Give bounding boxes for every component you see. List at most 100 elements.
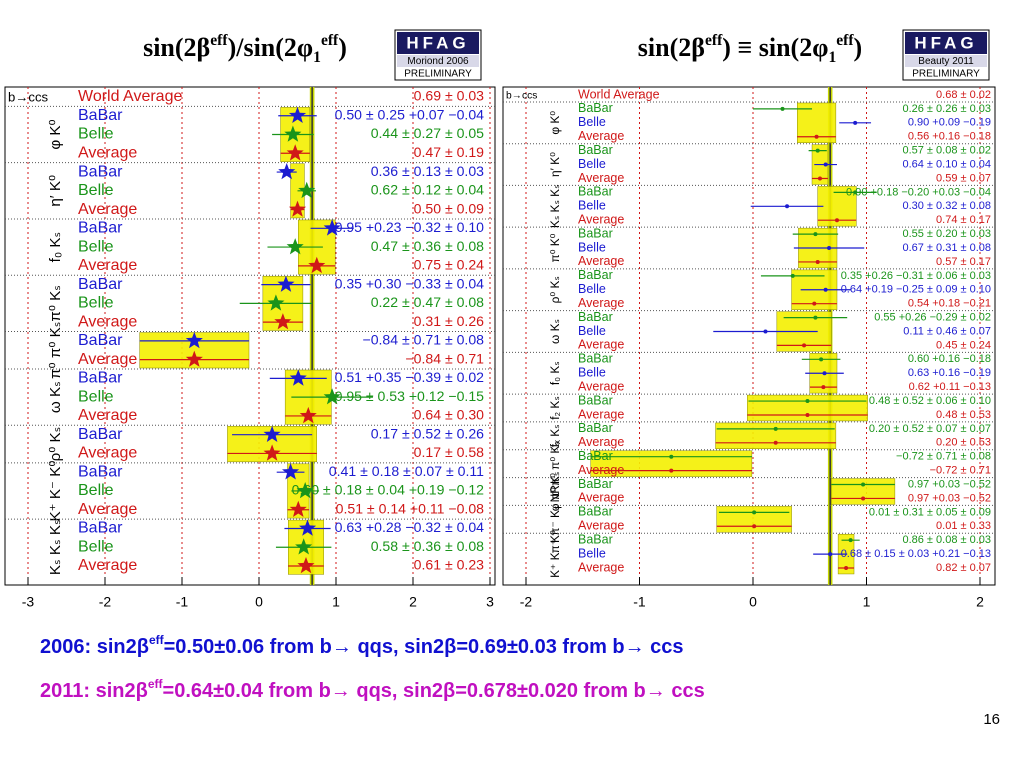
value-label: 0.62 +0.11 −0.13 xyxy=(909,381,991,393)
value-label: 0.64 +0.19 −0.25 ± 0.09 ± 0.10 xyxy=(841,284,991,296)
marker xyxy=(805,412,810,417)
x-tick-label: -2 xyxy=(520,594,533,610)
group-label: Kₛ Kₛ Kₛ xyxy=(548,184,562,228)
superscript: eff xyxy=(321,32,339,49)
value-label: −0.72 ± 0.71 xyxy=(930,465,991,477)
value-label: 0.97 +0.03 −0.52 xyxy=(908,478,991,490)
marker xyxy=(861,482,866,487)
marker xyxy=(288,106,307,123)
marker xyxy=(296,482,314,499)
x-tick-label: -1 xyxy=(176,594,189,610)
marker xyxy=(821,385,826,390)
value-label: −0.84 ± 0.71 xyxy=(405,350,484,366)
row-name: Belle xyxy=(578,366,606,380)
value-label: 0.35 +0.30 −0.33 ± 0.04 xyxy=(335,275,485,291)
x-tick-label: 1 xyxy=(332,594,340,610)
row-name: Average xyxy=(578,338,624,352)
row-name: Belle xyxy=(78,295,114,312)
superscript: eff xyxy=(836,32,854,49)
row-name: Average xyxy=(78,445,137,462)
footer-line: 2011: sin2βeff=0.64±0.04 from b→ qqs, si… xyxy=(40,677,705,702)
row-name: Average xyxy=(78,313,137,330)
row-name: BaBar xyxy=(578,143,613,157)
group-label: φ K⁰ xyxy=(47,119,64,149)
x-tick-label: 3 xyxy=(486,594,494,610)
marker xyxy=(828,552,833,557)
marker xyxy=(308,256,326,274)
value-label: 0.47 ± 0.36 ± 0.08 xyxy=(371,238,484,254)
badge-status: PRELIMINARY xyxy=(404,69,472,80)
value-label: 0.22 ± 0.47 ± 0.08 xyxy=(371,294,484,310)
marker xyxy=(817,176,822,181)
chart-title: sin(2βeff) ≡ sin(2φ1eff) xyxy=(638,32,862,66)
x-tick-label: -1 xyxy=(633,594,646,610)
average-box xyxy=(747,394,868,422)
x-tick-label: 0 xyxy=(749,594,757,610)
row-name: BaBar xyxy=(78,463,123,480)
row-name: BaBar xyxy=(578,226,613,240)
marker xyxy=(286,144,304,161)
group-label: η′ K⁰ xyxy=(548,152,562,177)
value-label: 0.74 ± 0.17 xyxy=(936,214,991,226)
row-name: Average xyxy=(78,201,137,218)
marker xyxy=(284,125,302,142)
group-label: φ π⁰ Kₛ xyxy=(548,472,562,512)
value-label: 0.86 ± 0.08 ± 0.03 xyxy=(902,534,991,546)
x-tick-label: 1 xyxy=(863,594,871,610)
badge-top xyxy=(905,32,987,54)
group-label: η′ K⁰ xyxy=(47,175,64,207)
marker xyxy=(823,287,828,292)
value-label: −0.72 ± 0.71 ± 0.08 xyxy=(896,451,991,463)
badge-mid xyxy=(397,55,479,67)
value-label: 0.51 ± 0.14 +0.11 −0.08 xyxy=(336,500,485,516)
group-label: K⁺ K⁻ K⁰ xyxy=(548,530,562,578)
marker xyxy=(669,454,674,459)
value-label: 0.30 ± 0.32 ± 0.08 xyxy=(902,200,991,212)
marker xyxy=(780,106,785,111)
group-label: π⁰ π⁰ Kₛ xyxy=(47,322,64,379)
value-label: 0.60 ± 0.18 ± 0.04 +0.19 −0.12 xyxy=(292,482,485,498)
value-label: 0.48 ± 0.52 ± 0.06 ± 0.10 xyxy=(869,395,991,407)
marker xyxy=(185,331,203,349)
row-name: Belle xyxy=(78,238,114,255)
marker xyxy=(289,500,307,517)
marker xyxy=(278,163,296,180)
decay-label: b→ccs xyxy=(8,89,49,104)
value-label: 0.82 ± 0.07 xyxy=(936,562,991,574)
value-label: 0.44 ± 0.27 ± 0.05 xyxy=(371,125,484,141)
badge-conference: Beauty 2011 xyxy=(918,56,974,67)
row-name: BaBar xyxy=(578,310,613,324)
value-label: 0.61 ± 0.23 xyxy=(414,557,485,573)
value-label: 0.68 ± 0.15 ± 0.03 +0.21 −0.13 xyxy=(841,548,991,560)
marker xyxy=(861,496,866,501)
marker xyxy=(277,275,295,292)
marker xyxy=(773,426,778,431)
row-name: BaBar xyxy=(78,276,123,293)
value-label: 0.48 ± 0.53 xyxy=(936,409,991,421)
superscript: eff xyxy=(210,32,228,49)
marker xyxy=(815,148,820,153)
marker xyxy=(773,440,778,445)
row-name: Average xyxy=(578,379,624,393)
average-box xyxy=(831,478,896,505)
group-label: π⁺ π⁻ Kₛ NR xyxy=(548,485,562,554)
value-label: 0.57 ± 0.08 ± 0.02 xyxy=(902,145,991,157)
badge-mid xyxy=(905,55,987,67)
row-name: BaBar xyxy=(578,421,613,435)
marker xyxy=(669,468,674,473)
marker xyxy=(274,313,292,330)
value-label: 0.57 ± 0.17 xyxy=(936,256,991,268)
marker xyxy=(289,369,307,386)
row-name: Average xyxy=(578,407,624,421)
marker xyxy=(763,329,768,334)
row-name: BaBar xyxy=(78,220,123,237)
value-label: 0.56 +0.16 −0.18 xyxy=(908,131,991,143)
row-name: BaBar xyxy=(578,477,613,491)
row-name: Belle xyxy=(78,182,114,199)
row-name: Average xyxy=(578,519,624,533)
marker xyxy=(815,259,820,264)
row-name: Average xyxy=(578,491,624,505)
value-label: 0.58 ± 0.36 ± 0.08 xyxy=(371,538,484,554)
